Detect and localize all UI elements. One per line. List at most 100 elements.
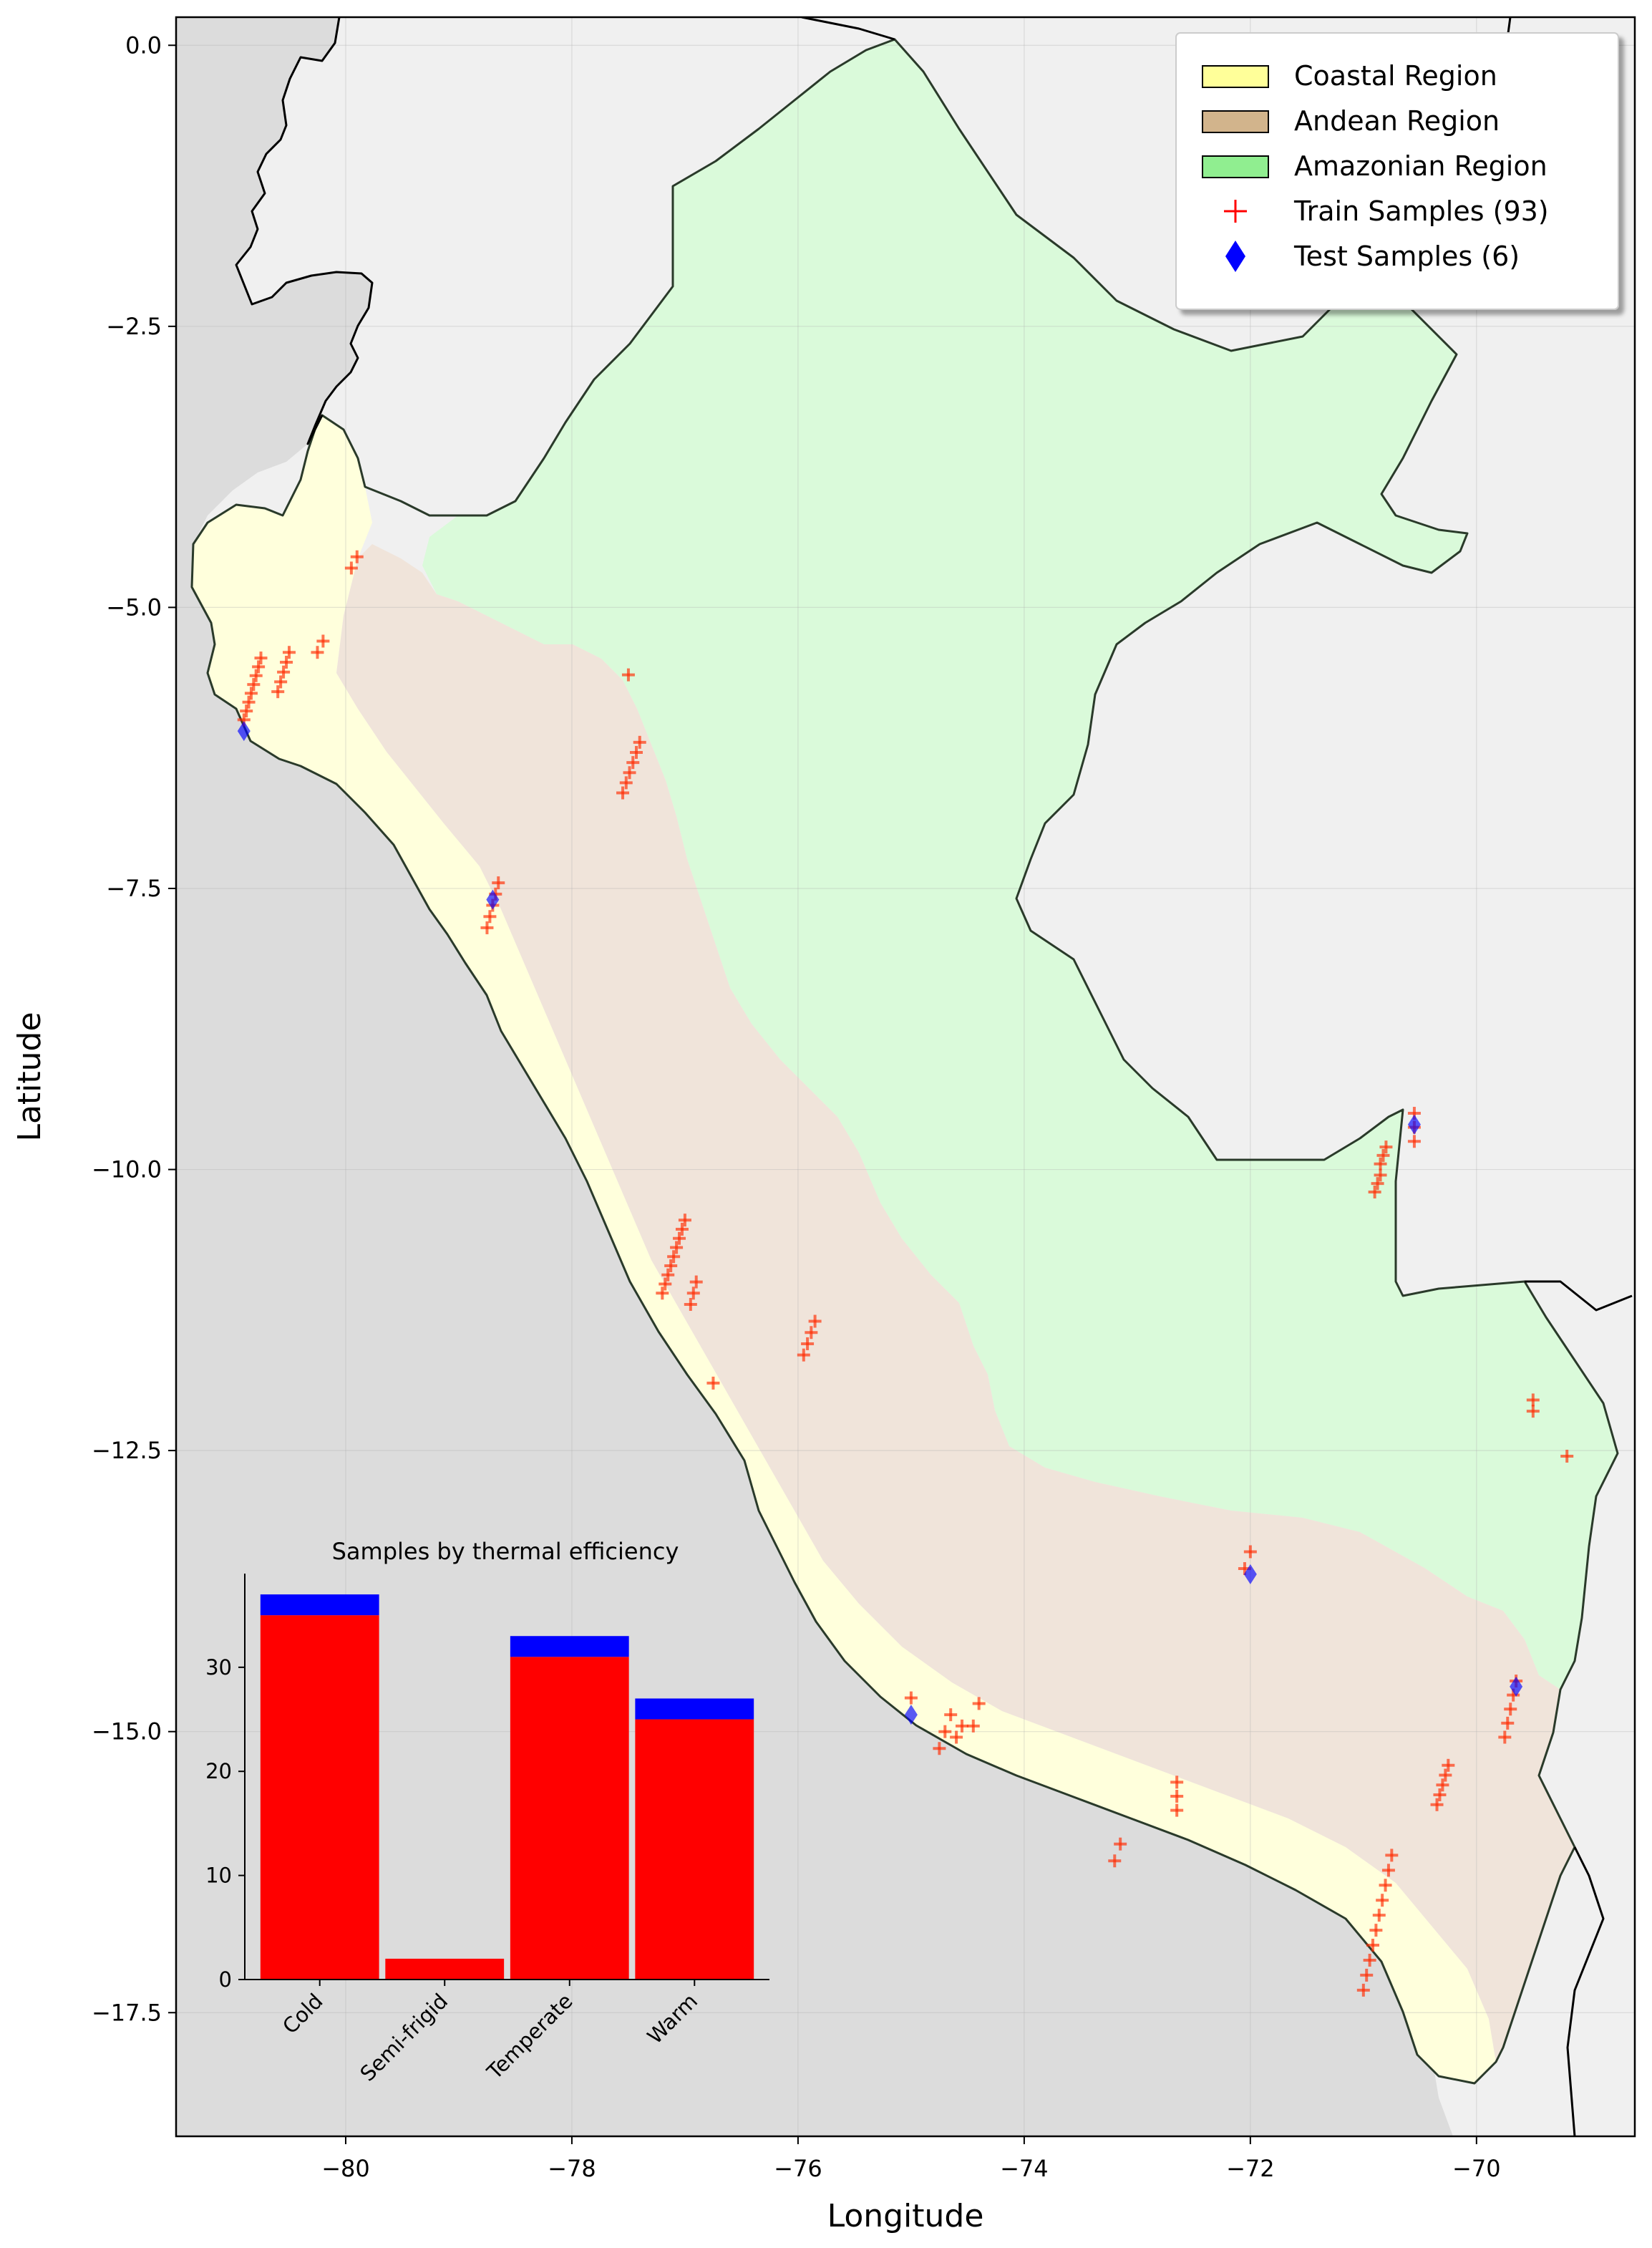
legend-label: Train Samples (93): [1293, 195, 1549, 227]
train-sample-marker: [1114, 1837, 1127, 1851]
train-sample-marker: [629, 745, 643, 759]
y-tick-label: 0.0: [125, 32, 162, 59]
x-axis-label: Longitude: [827, 2198, 984, 2234]
train-sample-marker: [621, 668, 635, 682]
pacific-ocean: [176, 17, 1453, 2136]
train-sample-marker: [280, 655, 293, 669]
train-sample-marker: [1433, 1788, 1447, 1802]
train-sample-marker: [249, 669, 263, 682]
x-tick-label: −78: [548, 2155, 596, 2182]
legend-label: Test Samples (6): [1293, 241, 1520, 272]
inset-y-tick-label: 10: [205, 1864, 232, 1888]
train-sample-marker: [1436, 1778, 1449, 1792]
train-sample-marker: [492, 876, 505, 890]
train-sample-marker: [1363, 1953, 1376, 1967]
train-sample-marker: [678, 1213, 691, 1227]
train-sample-marker: [1379, 1140, 1393, 1154]
train-sample-marker: [808, 1314, 822, 1328]
train-sample-marker: [311, 646, 324, 659]
test-sample-marker: [486, 889, 500, 910]
legend-diamond-marker: [1225, 241, 1245, 272]
inset-y-tick-label: 30: [205, 1655, 232, 1680]
train-sample-marker: [619, 776, 633, 790]
test-sample-marker: [237, 721, 251, 742]
train-sample-marker: [1526, 1405, 1540, 1418]
test-sample-marker: [1407, 1114, 1421, 1135]
y-tick-label: −17.5: [92, 1999, 162, 2026]
legend: Coastal Region Andean Region Amazonian Reg…: [1175, 32, 1619, 310]
inset-title: Samples by thermal efficiency: [332, 1538, 679, 1565]
y-axis: 0.0 −2.5 −5.0 −7.5 −10.0 −12.5 −15.0 −17.5: [92, 32, 176, 2026]
train-sample-marker: [1501, 1716, 1515, 1730]
train-sample-marker: [1504, 1702, 1517, 1716]
inset-bar: [510, 1636, 629, 1657]
train-sample-marker: [483, 910, 497, 924]
legend-swatch: [1202, 155, 1269, 178]
legend-swatch: [1202, 65, 1269, 88]
legend-swatch: [1202, 110, 1269, 133]
x-tick-label: −76: [774, 2155, 822, 2182]
train-sample-marker: [247, 678, 261, 692]
train-sample-marker: [1369, 1924, 1383, 1937]
train-sample-marker: [656, 1287, 669, 1300]
train-sample-marker: [252, 660, 266, 674]
train-sample-marker: [1374, 1157, 1387, 1171]
y-tick-label: −10.0: [92, 1156, 162, 1183]
legend-item: Amazonian Region: [1202, 150, 1547, 182]
train-sample-marker: [689, 1275, 703, 1289]
train-sample-marker: [344, 561, 358, 575]
test-sample-marker: [904, 1705, 918, 1725]
legend-item: Test Samples (6): [1225, 241, 1520, 272]
inset-y-tick-label: 20: [205, 1759, 232, 1783]
train-sample-marker: [1356, 1983, 1370, 1997]
train-sample-marker: [1366, 1939, 1380, 1952]
train-sample-marker: [1376, 1148, 1390, 1162]
train-sample-marker: [350, 550, 364, 563]
train-sample-marker: [797, 1348, 810, 1362]
test-samples: [237, 721, 1523, 1725]
y-tick-label: −12.5: [92, 1437, 162, 1464]
map-axes: −80 −78 −76 −74 −72 −70 0.0 −2.5 −5.0 −7.5 −10.0 −…: [11, 16, 1636, 2234]
train-sample-marker: [623, 766, 636, 780]
train-sample-marker: [801, 1337, 815, 1350]
train-sample-marker: [673, 1231, 686, 1245]
coastal-region: [192, 415, 1496, 2083]
x-tick-label: −70: [1452, 2155, 1501, 2182]
x-axis: −80 −78 −76 −74 −72 −70: [321, 2136, 1501, 2182]
train-sample-marker: [1498, 1730, 1512, 1744]
train-sample-marker: [274, 675, 288, 689]
train-sample-marker: [1371, 1177, 1384, 1191]
map-frame: [175, 16, 1636, 2138]
test-sample-marker: [1243, 1564, 1257, 1584]
train-sample-marker: [626, 756, 640, 770]
x-tick-label: −80: [321, 2155, 370, 2182]
train-sample-marker: [667, 1250, 681, 1264]
train-sample-marker: [938, 1725, 952, 1738]
train-sample-marker: [633, 735, 646, 749]
train-sample-marker: [1439, 1768, 1452, 1782]
train-sample-marker: [240, 704, 253, 718]
train-sample-marker: [254, 651, 268, 665]
test-sample-marker: [1510, 1676, 1523, 1697]
train-sample-marker: [950, 1730, 963, 1744]
train-sample-marker: [955, 1719, 968, 1733]
legend-plus-marker: [1224, 200, 1247, 223]
train-sample-marker: [1368, 1185, 1381, 1198]
train-sample-marker: [661, 1268, 675, 1282]
y-tick-label: −15.0: [92, 1718, 162, 1745]
train-sample-marker: [904, 1691, 918, 1705]
legend-item: Coastal Region: [1202, 60, 1497, 92]
train-sample-marker: [1372, 1909, 1386, 1922]
train-sample-marker: [1442, 1758, 1455, 1772]
train-sample-marker: [1243, 1545, 1257, 1559]
train-sample-marker: [1407, 1135, 1421, 1148]
x-tick-label: −74: [1000, 2155, 1049, 2182]
train-sample-marker: [277, 665, 291, 679]
legend-item: Train Samples (93): [1224, 195, 1549, 227]
legend-box: [1175, 32, 1619, 310]
train-sample-marker: [282, 646, 296, 659]
train-sample-marker: [670, 1241, 684, 1254]
legend-label: Coastal Region: [1294, 60, 1497, 92]
train-sample-marker: [675, 1222, 689, 1236]
train-sample-marker: [1376, 1894, 1389, 1907]
